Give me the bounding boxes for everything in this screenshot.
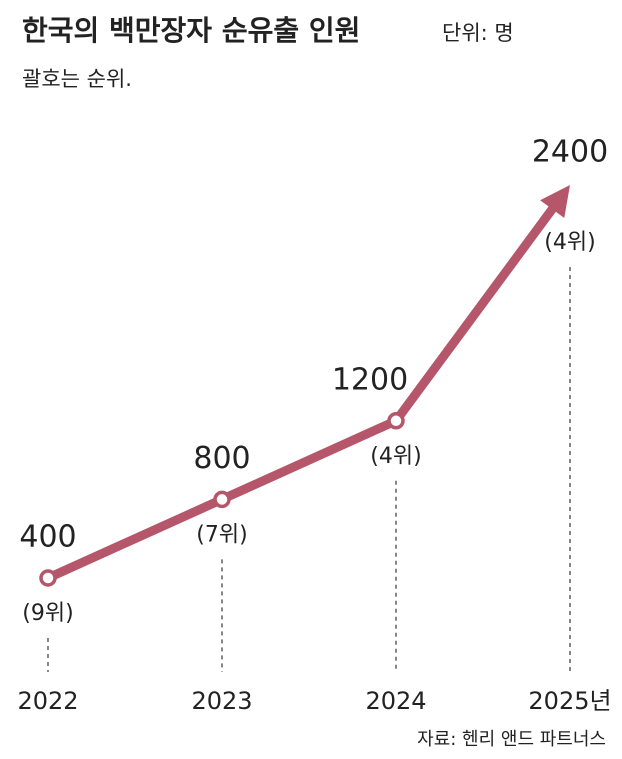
rank-label: (4위) <box>544 230 595 255</box>
data-point <box>39 569 57 587</box>
rank-label: (7위) <box>196 522 247 547</box>
value-label: 800 <box>193 441 250 476</box>
value-label: 400 <box>19 520 76 555</box>
arrow-head <box>540 185 570 219</box>
rank-label: (4위) <box>370 444 421 469</box>
value-label: 1200 <box>332 362 408 397</box>
value-label: 2400 <box>532 135 608 170</box>
x-tick-label: 2025년 <box>528 687 611 715</box>
chart-subtitle: 단위: 명 <box>442 21 514 45</box>
data-point <box>387 412 405 430</box>
chart-note: 괄호는 순위. <box>22 67 132 91</box>
data-line <box>46 203 559 583</box>
x-tick-label: 2022 <box>17 687 78 715</box>
data-point <box>213 490 231 509</box>
source: 자료: 헨리 앤드 파트너스 <box>417 729 606 750</box>
chart-title: 한국의 백만장자 순유출 인원 <box>22 14 360 47</box>
rank-label: (9위) <box>22 601 73 626</box>
x-tick-label: 2024 <box>365 687 426 715</box>
x-tick-label: 2023 <box>191 687 252 715</box>
